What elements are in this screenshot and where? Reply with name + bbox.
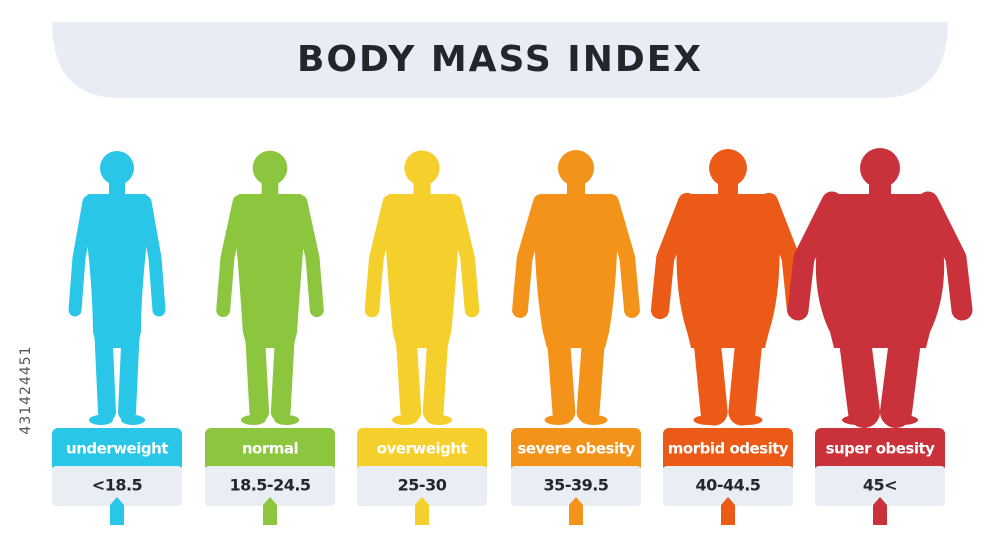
- foot: [89, 415, 113, 425]
- label-box: [205, 428, 335, 472]
- category-range: 40-44.5: [696, 476, 761, 495]
- arm: [68, 195, 96, 317]
- neck: [718, 180, 738, 198]
- category-range: 45<: [863, 476, 897, 495]
- arm: [512, 194, 549, 318]
- range-box: [663, 466, 793, 506]
- category-label: overweight: [377, 440, 468, 458]
- leg: [94, 316, 116, 421]
- neck: [413, 180, 431, 198]
- leg: [728, 311, 765, 426]
- arm: [138, 195, 166, 317]
- category-range: <18.5: [92, 476, 143, 495]
- foot: [240, 415, 266, 425]
- range-box: [511, 466, 641, 506]
- category-label: underweight: [66, 440, 168, 458]
- torso: [676, 194, 780, 348]
- category-label: normal: [242, 440, 298, 458]
- foot: [392, 415, 418, 425]
- figure: [650, 149, 806, 426]
- arm: [446, 194, 480, 318]
- foot: [426, 415, 453, 425]
- arm: [603, 194, 640, 318]
- title: BODY MASS INDEX: [297, 39, 703, 80]
- leg: [837, 309, 880, 428]
- title-banner: [52, 22, 948, 98]
- label-box: [663, 428, 793, 472]
- category-label: severe obesity: [517, 440, 635, 458]
- arm: [364, 194, 398, 318]
- torso: [384, 194, 460, 348]
- figure: [216, 150, 324, 425]
- foot: [733, 415, 763, 425]
- arm: [650, 192, 697, 320]
- label-box: [511, 428, 641, 472]
- category-label: super obesity: [826, 440, 936, 458]
- figure: [68, 151, 166, 425]
- arm: [917, 191, 973, 321]
- leg: [118, 316, 140, 421]
- range-box: [357, 466, 487, 506]
- pointer: [569, 497, 583, 525]
- pointer: [415, 497, 429, 525]
- leg: [880, 309, 923, 428]
- side-id: 431424451: [18, 345, 34, 434]
- label-box: [357, 428, 487, 472]
- neck: [261, 180, 279, 198]
- foot: [121, 415, 145, 425]
- neck: [869, 180, 891, 198]
- range-box: [815, 466, 945, 506]
- arm: [787, 191, 843, 321]
- torso: [83, 194, 151, 348]
- pointer: [721, 497, 735, 525]
- leg: [394, 314, 422, 423]
- neck: [566, 180, 586, 198]
- neck: [109, 180, 125, 198]
- figure: [364, 150, 480, 425]
- torso: [815, 194, 945, 348]
- head: [100, 151, 134, 185]
- leg: [576, 313, 606, 424]
- torso: [534, 194, 618, 348]
- pointer: [263, 497, 277, 525]
- range-box: [205, 466, 335, 506]
- leg: [546, 313, 576, 424]
- leg: [691, 311, 728, 426]
- figure: [787, 148, 973, 428]
- category-range: 35-39.5: [544, 476, 609, 495]
- label-box: [815, 428, 945, 472]
- pointer: [873, 497, 887, 525]
- arm: [216, 195, 247, 317]
- category-range: 25-30: [398, 476, 447, 495]
- leg: [270, 315, 296, 422]
- range-box: [52, 466, 182, 506]
- foot: [274, 415, 300, 425]
- head: [860, 148, 900, 188]
- category-range: 18.5-24.5: [229, 476, 310, 495]
- foot: [693, 415, 723, 425]
- head: [404, 150, 440, 186]
- head: [709, 149, 747, 187]
- head: [252, 150, 288, 186]
- head: [557, 149, 595, 187]
- label-box: [52, 428, 182, 472]
- category-label: morbid odesity: [668, 440, 789, 458]
- arm: [293, 195, 324, 317]
- pointer: [110, 497, 124, 525]
- foot: [842, 415, 874, 425]
- leg: [244, 315, 270, 422]
- foot: [580, 415, 608, 425]
- foot: [544, 415, 572, 425]
- leg: [422, 314, 450, 423]
- foot: [886, 415, 918, 425]
- figure: [512, 149, 640, 425]
- torso: [233, 194, 307, 348]
